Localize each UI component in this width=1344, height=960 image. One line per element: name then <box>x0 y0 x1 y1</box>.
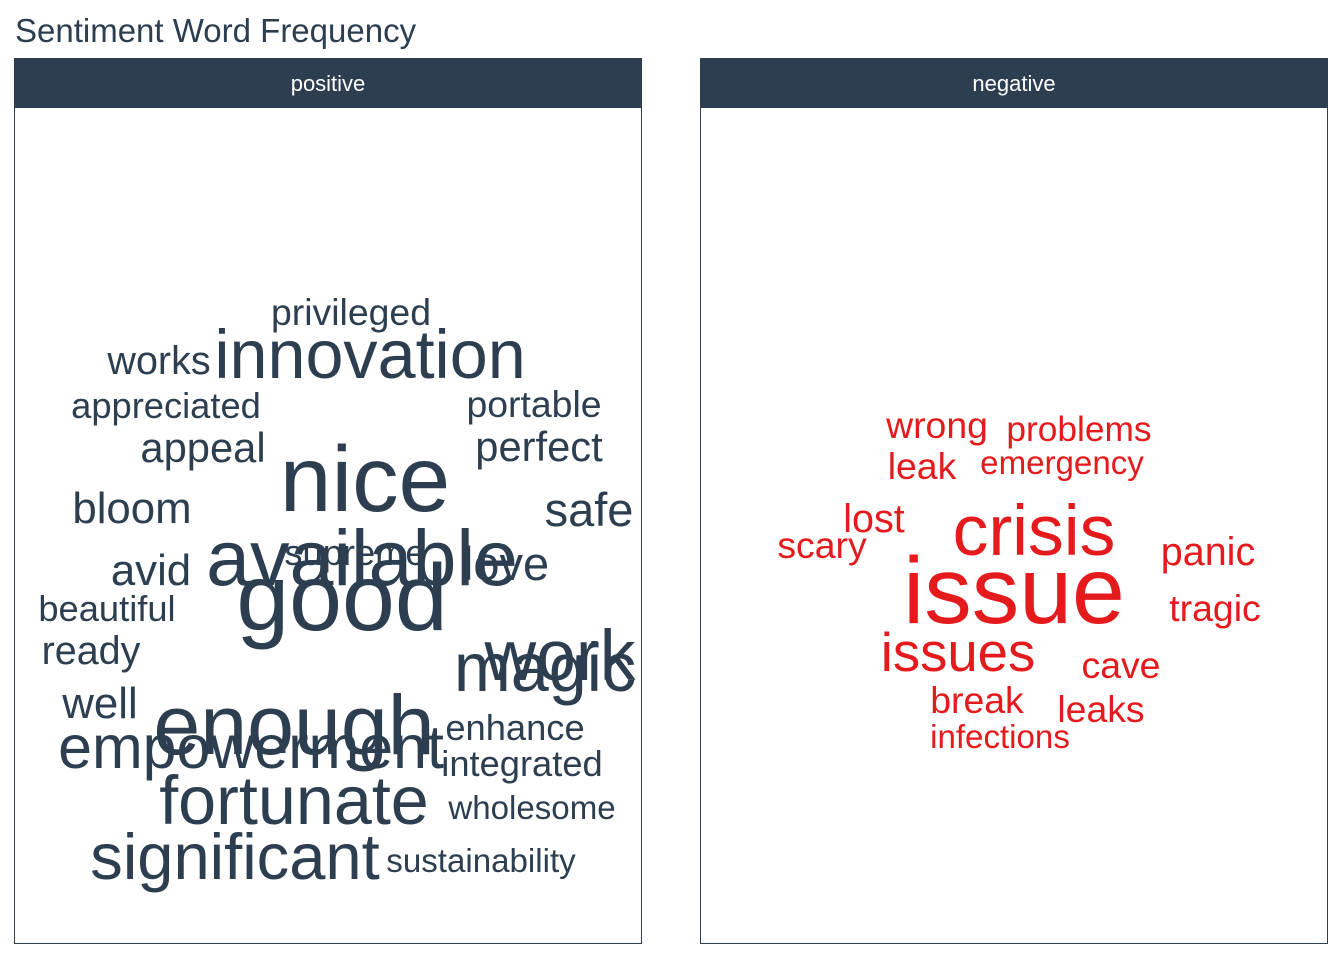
word-positive-empowerment: empowerment <box>58 713 444 781</box>
word-positive-perfect: perfect <box>475 423 603 470</box>
facet-strip-negative: negative <box>701 59 1327 108</box>
word-positive-works: works <box>106 339 210 383</box>
word-positive-nice: nice <box>280 427 450 531</box>
word-negative-cave: cave <box>1082 644 1161 686</box>
word-negative-wrong: wrong <box>885 404 988 446</box>
word-positive-appreciated: appreciated <box>71 385 261 426</box>
word-positive-well: well <box>61 679 137 728</box>
word-negative-leak: leak <box>888 445 957 487</box>
word-positive-privileged: privileged <box>271 291 431 333</box>
facet-strip-positive: positive <box>15 59 641 108</box>
word-negative-panic: panic <box>1161 530 1255 574</box>
word-positive-sustainability: sustainability <box>386 843 576 880</box>
chart-title: Sentiment Word Frequency <box>15 12 417 49</box>
word-negative-leaks: leaks <box>1057 688 1144 730</box>
word-positive-safe: safe <box>545 483 634 536</box>
word-positive-magic: magic <box>454 630 636 706</box>
word-positive-enough: enough <box>153 678 434 772</box>
word-positive-wholesome: wholesome <box>447 790 615 827</box>
word-positive-integrated: integrated <box>441 743 602 784</box>
word-positive-significant: significant <box>90 820 379 893</box>
word-negative-issues: issues <box>881 622 1035 683</box>
word-negative-scary: scary <box>777 524 867 566</box>
word-positive-supreme: supreme <box>284 532 425 573</box>
word-positive-innovation: innovation <box>214 317 525 393</box>
word-positive-bloom: bloom <box>72 484 191 533</box>
facet-panel-positive: positive good nice enough available work inno… <box>14 58 642 944</box>
word-positive-portable: portable <box>466 383 601 425</box>
word-positive-appeal: appeal <box>140 424 265 471</box>
word-negative-emergency: emergency <box>980 445 1144 482</box>
word-positive-beautiful: beautiful <box>38 588 175 629</box>
word-positive-love: love <box>463 537 549 590</box>
word-positive-avid: avid <box>111 546 191 595</box>
facet-panel-negative: negative issue crisis issues panic lost wrong… <box>700 58 1328 944</box>
word-positive-fortunate: fortunate <box>159 763 429 839</box>
word-positive-ready: ready <box>42 629 141 673</box>
word-positive-good: good <box>236 545 447 651</box>
word-positive-available: available <box>206 513 518 602</box>
word-negative-issue: issue <box>903 538 1125 644</box>
word-negative-lost: lost <box>843 497 904 541</box>
word-negative-infections: infections <box>930 719 1070 756</box>
word-positive-work: work <box>484 616 636 696</box>
word-cloud-positive: good nice enough available work innovation mag… <box>38 291 636 893</box>
word-positive-enhance: enhance <box>445 707 584 748</box>
word-negative-problems: problems <box>1006 410 1151 449</box>
word-negative-tragic: tragic <box>1169 587 1260 629</box>
word-negative-break: break <box>930 679 1024 721</box>
word-negative-crisis: crisis <box>953 491 1116 571</box>
